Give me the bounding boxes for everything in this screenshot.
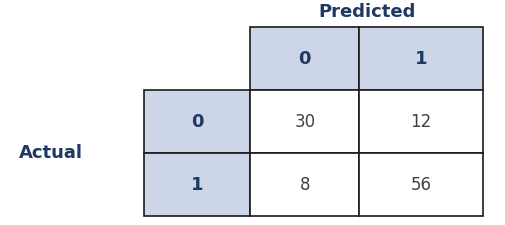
Text: 56: 56 — [410, 176, 431, 194]
Bar — [250, 27, 359, 90]
Bar — [144, 153, 250, 216]
Bar — [144, 90, 250, 153]
Text: 12: 12 — [410, 113, 431, 131]
Bar — [359, 90, 482, 153]
Text: Predicted: Predicted — [318, 2, 415, 20]
Bar — [250, 90, 359, 153]
Text: Actual: Actual — [19, 144, 82, 162]
Text: 1: 1 — [414, 50, 427, 68]
Text: 8: 8 — [299, 176, 310, 194]
Bar — [250, 153, 359, 216]
Bar — [359, 153, 482, 216]
Bar — [359, 27, 482, 90]
Text: 0: 0 — [191, 113, 203, 131]
Text: 1: 1 — [191, 176, 203, 194]
Text: 30: 30 — [294, 113, 315, 131]
Text: 0: 0 — [298, 50, 311, 68]
